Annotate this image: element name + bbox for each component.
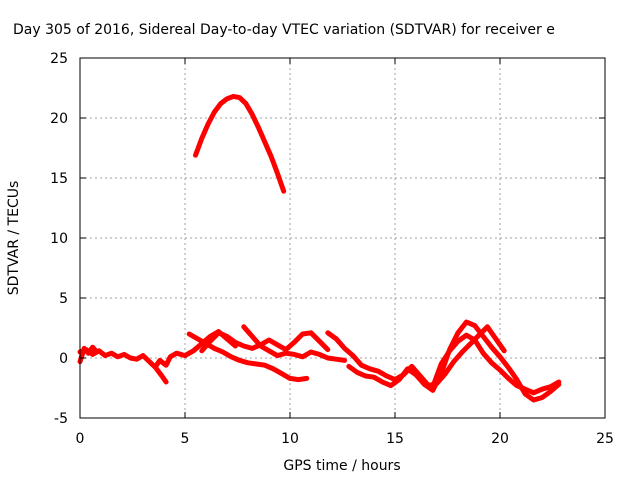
x-tick-label: 5 [181,431,190,447]
x-tick-label: 15 [386,431,404,447]
x-tick-label: 20 [491,431,509,447]
y-tick-label: -5 [54,411,68,427]
axis-ticks [79,57,606,419]
x-tick-label: 0 [76,431,85,447]
y-tick-label: 10 [50,231,68,247]
y-tick-label: 0 [59,351,68,367]
data-series [77,93,562,403]
series-arc-2 [77,344,100,365]
series-arc-7 [241,324,348,363]
x-axis-label: GPS time / hours [283,458,400,474]
tick-labels: 0 5 10 15 20 25 -5 0 5 10 15 20 25 [50,51,614,447]
y-axis-label: SDTVAR / TECUs [6,181,22,296]
y-tick-label: 25 [50,51,68,67]
y-tick-label: 20 [50,111,68,127]
x-tick-label: 10 [281,431,299,447]
x-tick-label: 25 [596,431,614,447]
y-tick-label: 5 [59,291,68,307]
series-arc-9 [346,319,562,403]
y-tick-label: 15 [50,171,68,187]
series-arc-6 [199,330,331,354]
series-arc-4 [193,93,287,194]
chart-title: Day 305 of 2016, Sidereal Day-to-day VTE… [13,22,555,38]
series-arc-10 [430,332,562,396]
